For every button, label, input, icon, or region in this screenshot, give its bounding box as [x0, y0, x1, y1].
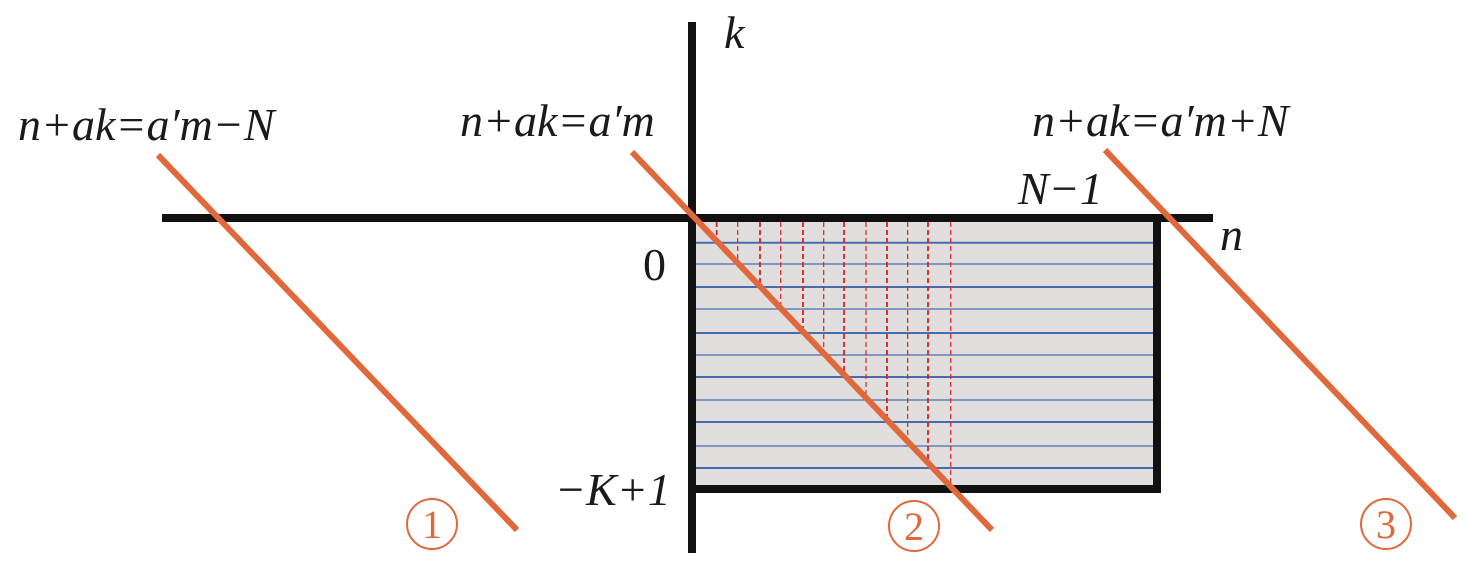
- line1-number-badge: 1: [406, 498, 458, 550]
- svg-text:3: 3: [1376, 502, 1396, 547]
- diagonal-line-1: [155, 152, 520, 533]
- line1-equation: n+ak=a′m−N: [18, 99, 277, 150]
- n-max-label: N−1: [1017, 163, 1103, 214]
- diagonal-line-2: [629, 149, 995, 533]
- svg-text:2: 2: [904, 504, 924, 549]
- k-min-label: −K+1: [555, 464, 671, 515]
- line2-equation: n+ak=a′m: [460, 95, 655, 146]
- line2-number-badge: 2: [888, 500, 940, 552]
- n-axis-label: n: [1220, 209, 1243, 260]
- svg-text:1: 1: [422, 502, 442, 547]
- row-lines: [692, 241, 1155, 469]
- line3-number-badge: 3: [1360, 498, 1412, 550]
- diagonal-line-3: [1102, 147, 1458, 521]
- shaded-region: [692, 218, 1157, 489]
- k-axis-label: k: [724, 7, 746, 58]
- line3-equation: n+ak=a′m+N: [1032, 95, 1291, 146]
- dashed-column-lines: [715, 222, 952, 485]
- origin-label: 0: [643, 239, 666, 290]
